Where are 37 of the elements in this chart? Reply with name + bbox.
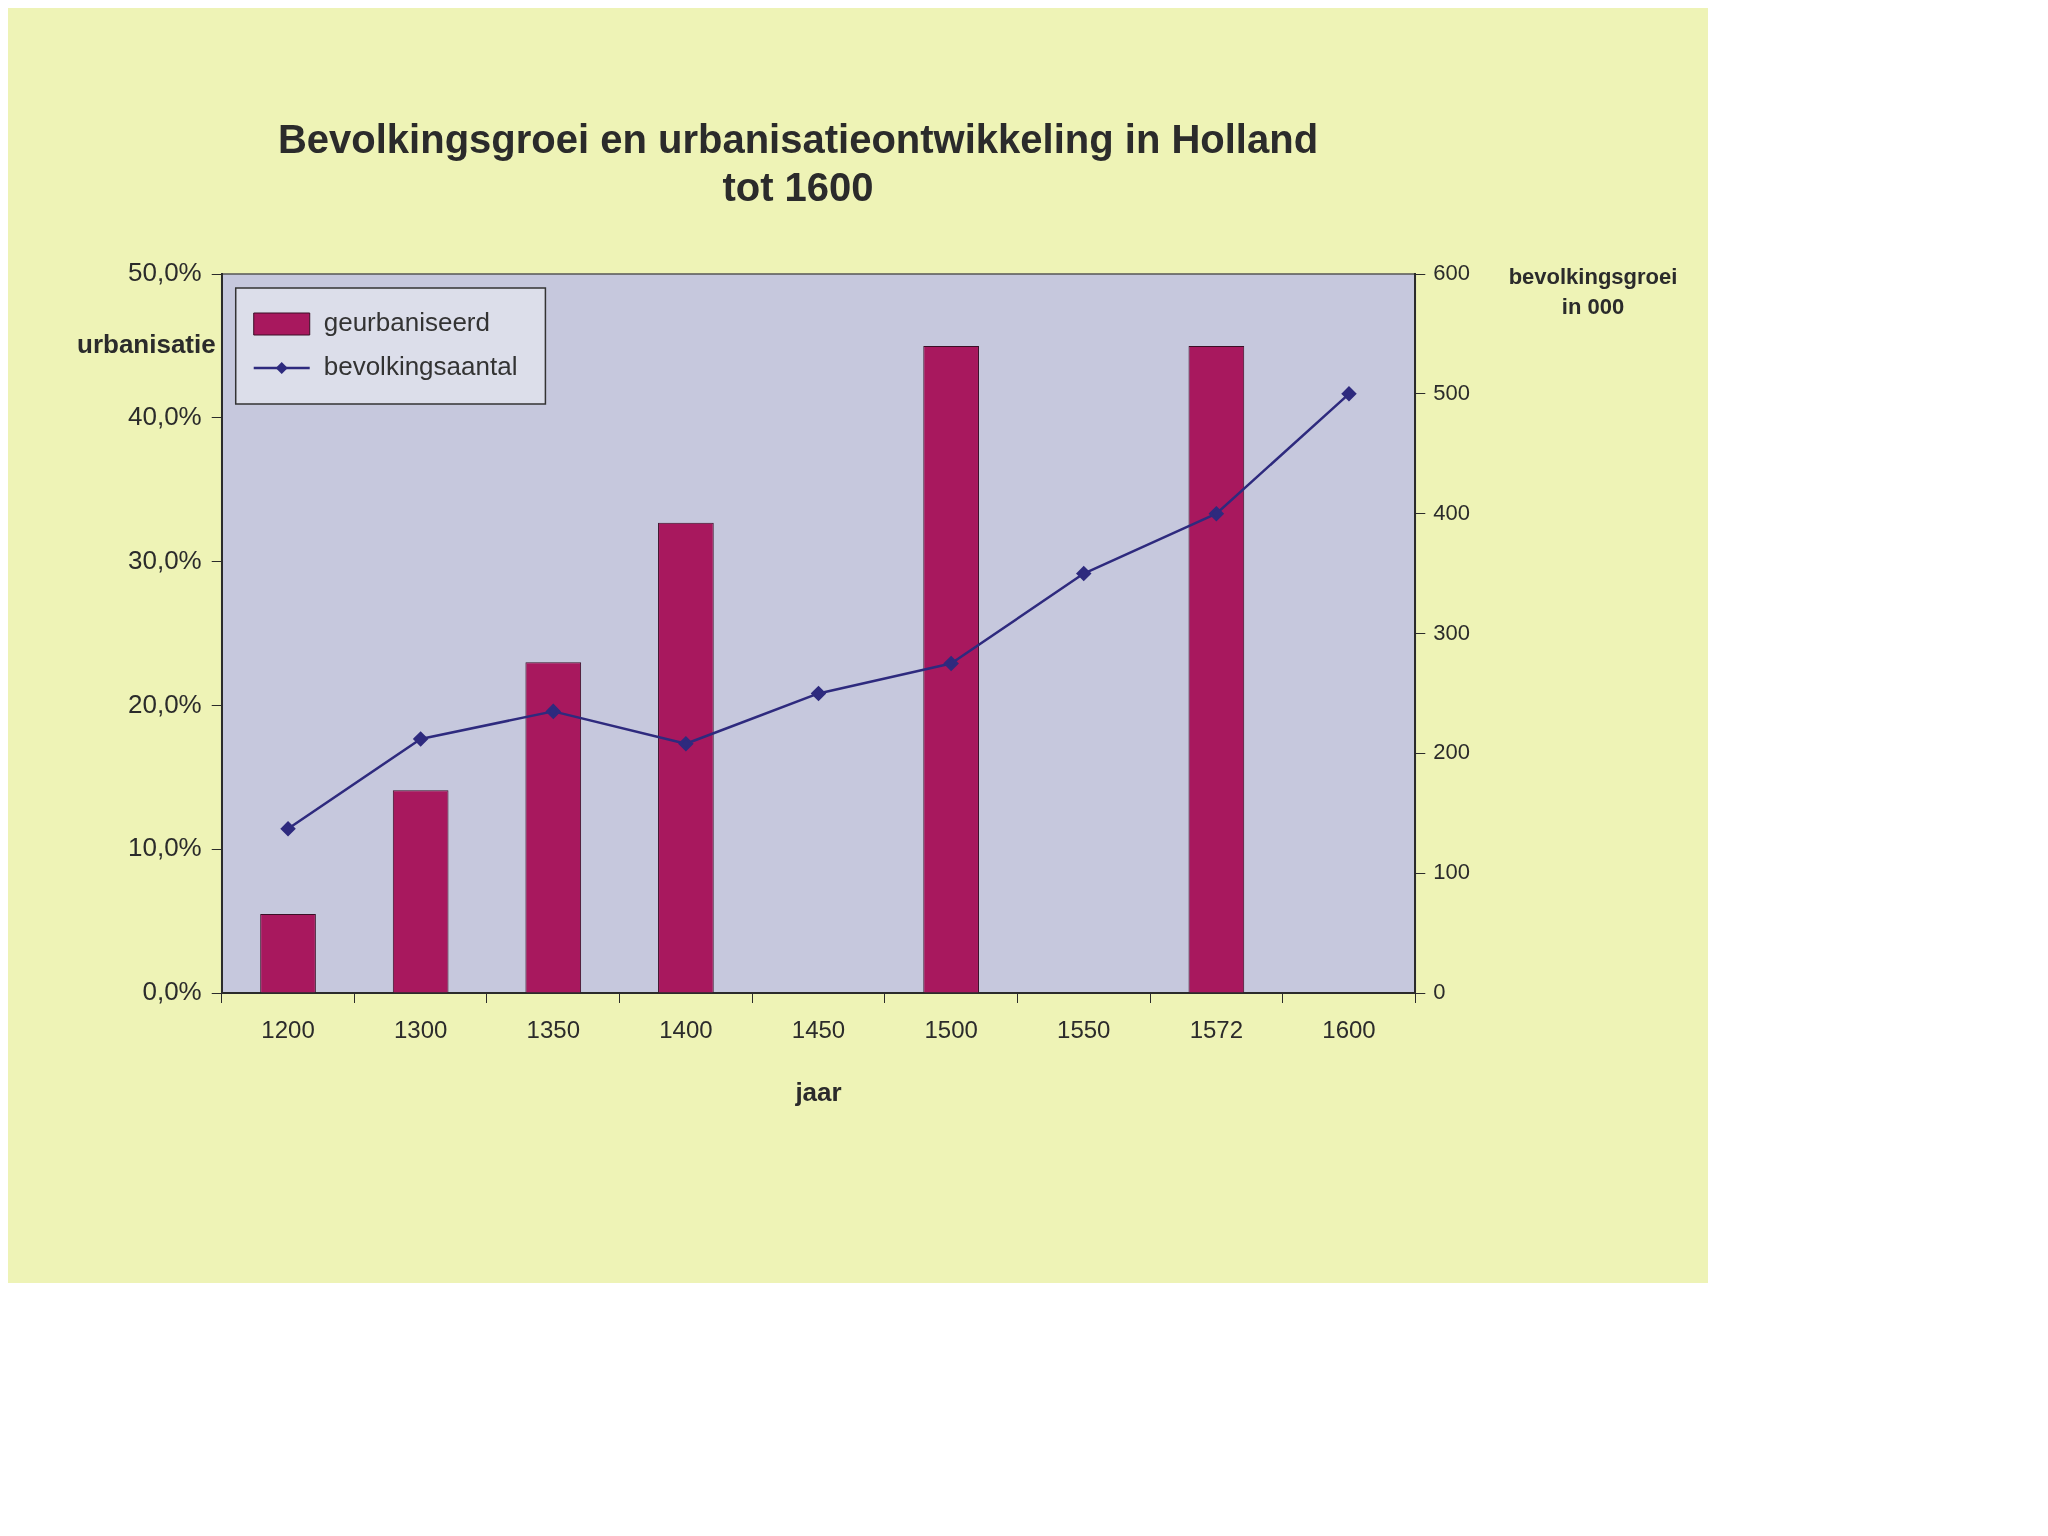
point bbox=[1076, 566, 1091, 581]
point bbox=[280, 821, 296, 837]
y2-tick-label: 300 bbox=[1433, 619, 1471, 645]
x-tick-label: 1572 bbox=[1189, 1016, 1244, 1044]
y-tick-label: 50,0% bbox=[127, 257, 202, 288]
x-tick-label: 1550 bbox=[1057, 1016, 1111, 1044]
point bbox=[678, 736, 694, 751]
chart-title: Bevolkingsgroei en urbanisatieontwikkeling in Holland tot 1600 bbox=[277, 117, 1319, 210]
y2-tick-label: 600 bbox=[1433, 260, 1471, 286]
x-tick-label: 1500 bbox=[924, 1016, 978, 1044]
y2-tick-label: 100 bbox=[1433, 859, 1471, 885]
point bbox=[413, 731, 428, 747]
y2-tick-label: 0 bbox=[1433, 979, 1446, 1005]
x-tick-label: 1450 bbox=[791, 1016, 846, 1044]
x-axis-title: jaar bbox=[794, 1076, 842, 1107]
x-tick-label: 1300 bbox=[393, 1016, 448, 1044]
y2-tick-label: 200 bbox=[1433, 739, 1471, 765]
y-tick-label: 40,0% bbox=[127, 400, 202, 431]
point bbox=[1209, 506, 1224, 521]
y-tick-label: 10,0% bbox=[127, 832, 202, 863]
point bbox=[1341, 386, 1357, 402]
point bbox=[811, 686, 826, 701]
y-tick-label: 30,0% bbox=[127, 544, 202, 575]
legend-label: bevolkingsaantal bbox=[323, 351, 518, 382]
point bbox=[943, 656, 959, 671]
point bbox=[546, 704, 561, 719]
x-tick-label: 1200 bbox=[261, 1016, 315, 1044]
x-tick-label: 1350 bbox=[526, 1016, 580, 1044]
legend-label: geurbaniseerd bbox=[323, 307, 490, 338]
y2-tick-label: 500 bbox=[1433, 379, 1471, 405]
x-tick-label: 1600 bbox=[1322, 1016, 1376, 1044]
y2-axis-title: bevolkingsgroei in 000 bbox=[1508, 264, 1678, 320]
y2-tick-label: 400 bbox=[1433, 499, 1471, 525]
x-tick-label: 1400 bbox=[659, 1016, 713, 1044]
y-axis-title: urbanisatie bbox=[77, 329, 216, 360]
y-tick-label: 20,0% bbox=[127, 688, 202, 719]
y-tick-label: 0,0% bbox=[142, 976, 202, 1007]
